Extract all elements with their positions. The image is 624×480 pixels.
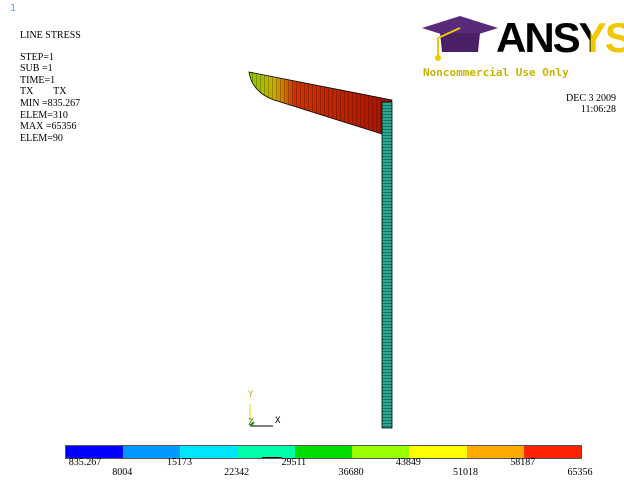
- plot-title: LINE STRESS: [20, 30, 81, 41]
- date-label: DEC 3 2009: [566, 93, 616, 104]
- legend-swatch: [466, 446, 524, 458]
- legend-swatch: [294, 446, 353, 458]
- legend-tick-label: 58187: [510, 457, 536, 468]
- legend-marker: [262, 457, 282, 458]
- coordinate-triad: Y Z X: [245, 390, 290, 430]
- brand-name: ANSYS: [496, 14, 624, 61]
- time-label: TIME=1: [20, 74, 56, 86]
- legend-tick-label: 835.267: [68, 457, 102, 468]
- legend-swatch: [66, 446, 124, 458]
- legend-swatch: [123, 446, 181, 458]
- vertical-column: [381, 101, 393, 429]
- legend-tick-label: 15173: [166, 457, 192, 468]
- legend-tick-label: 22342: [224, 467, 250, 478]
- max-elem: ELEM=90: [20, 132, 63, 144]
- graduation-cap-icon: [422, 16, 498, 61]
- time-label: 11:06:28: [580, 104, 616, 115]
- min-value: MIN =835.267: [20, 97, 81, 109]
- timestamp: DEC 3 2009 11:06:28: [566, 93, 616, 115]
- triad-x-label: X: [275, 416, 281, 426]
- legend-tick-label: 8004: [112, 467, 133, 478]
- cantilever-arm: [248, 71, 393, 135]
- legend-tick-label: 65356: [567, 467, 593, 478]
- step-label: STEP=1: [20, 51, 54, 63]
- legend-tick-label: 29511: [281, 457, 307, 468]
- min-elem: ELEM=310: [20, 109, 68, 121]
- license-note: Noncommercial Use Only: [423, 66, 569, 79]
- legend-swatch: [237, 446, 295, 458]
- triad-y-label: Y: [248, 390, 254, 400]
- sub-label: SUB =1: [20, 63, 53, 75]
- color-legend-bar: [65, 445, 582, 459]
- legend-tick-label: 51018: [453, 467, 479, 478]
- legend-tick-label: 36680: [338, 467, 364, 478]
- legend-swatch: [352, 446, 410, 458]
- legend-swatch: [523, 446, 581, 458]
- max-value: MAX =65356: [20, 121, 77, 133]
- ansys-logo: ANSYS: [420, 12, 624, 82]
- plot-info-panel: LINE STRESS STEP=1 SUB =1 TIME=1 TX TX M…: [20, 30, 81, 144]
- triad-z-label: Z: [248, 418, 254, 428]
- color-legend-labels: 835.267 8004 15173 22342 29511 36680 43849 5101…: [0, 457, 624, 479]
- legend-tick-label: 43849: [395, 457, 421, 468]
- legend-swatch: [409, 446, 467, 458]
- window-number: 1: [10, 3, 17, 14]
- items-label: TX TX: [20, 86, 67, 98]
- legend-swatch: [180, 446, 238, 458]
